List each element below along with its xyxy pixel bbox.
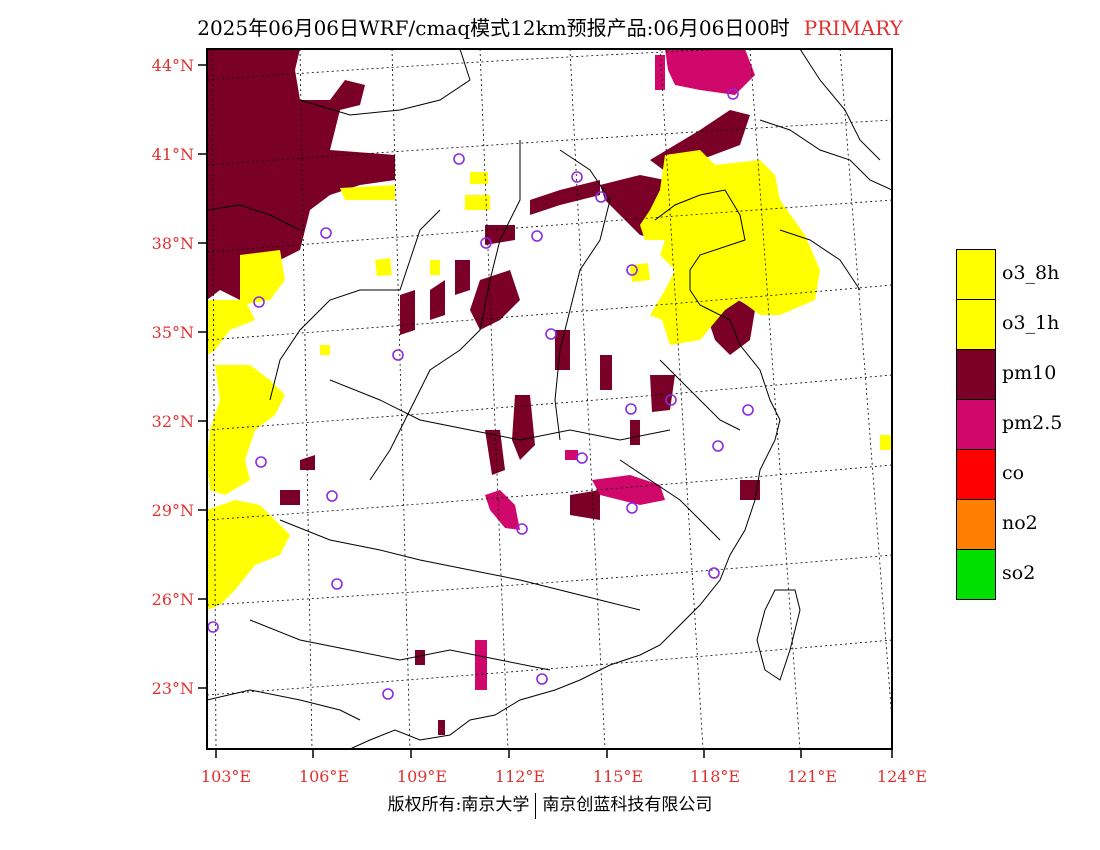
lat-label-26: 26°N: [152, 590, 194, 609]
footer-separator: [535, 792, 537, 819]
legend-label: pm10: [1002, 362, 1057, 384]
o3-regions: [207, 150, 892, 610]
pm25-regions: [230, 49, 755, 690]
lon-label-115: 115°E: [593, 767, 643, 786]
pm10-area-northwest: [207, 49, 395, 300]
footer-left: 版权所有:南京大学: [387, 795, 530, 815]
legend-item-pm10: pm10: [956, 349, 1096, 400]
legend-swatch: [956, 249, 996, 300]
lon-label-103: 103°E: [201, 767, 251, 786]
province-lines-10: [779, 229, 861, 291]
legend-label: o3_1h: [1002, 312, 1060, 334]
province-lines-13: [619, 459, 721, 541]
lat-label-23: 23°N: [152, 679, 194, 698]
province-lines-5: [329, 379, 671, 441]
lat-label-44: 44°N: [152, 56, 194, 75]
o3-area-ningxia-gansu: [240, 250, 285, 305]
lat-label-32: 32°N: [152, 412, 194, 431]
plot-frame: [206, 48, 893, 750]
province-lines-11: [207, 204, 301, 231]
legend-swatch: [956, 349, 996, 400]
legend-item-no2: no2: [956, 499, 1096, 550]
lon-axis: 103°E 106°E 109°E 112°E 115°E 118°E 121°…: [201, 749, 927, 786]
legend-item-pm25: pm2.5: [956, 399, 1096, 450]
station-markers: [207, 88, 754, 700]
province-lines-2: [269, 209, 441, 401]
pm25-area-inner-mongolia: [665, 49, 755, 95]
lon-label-112: 112°E: [495, 767, 545, 786]
legend-swatch: [956, 399, 996, 450]
province-lines-6: [279, 519, 641, 611]
o3-area-north-china-plain: [640, 150, 820, 345]
lat-label-38: 38°N: [152, 234, 194, 253]
boundaries: [207, 49, 892, 749]
legend-label: so2: [1002, 562, 1036, 584]
legend-label: co: [1002, 462, 1025, 484]
legend-label: o3_8h: [1002, 262, 1060, 284]
o3-area-sichuan-west: [207, 300, 255, 355]
province-lines-12: [659, 359, 741, 431]
province-lines-3: [369, 140, 521, 481]
pm25-area-hubei: [592, 475, 665, 505]
legend-item-o3-8h: o3_8h: [956, 249, 1096, 300]
title-tag: PRIMARY: [803, 16, 903, 40]
province-lines-9: [799, 49, 881, 161]
lon-label-124: 124°E: [877, 767, 927, 786]
o3-area-yunnan-west: [207, 500, 290, 610]
province-lines-8: [759, 119, 892, 191]
province-lines-7: [249, 619, 551, 671]
province-lines-4: [554, 149, 611, 441]
lat-label-35: 35°N: [152, 323, 194, 342]
o3-area-tibet-east: [207, 365, 285, 495]
lat-label-29: 29°N: [152, 501, 194, 520]
footer-right: 南京创蓝科技有限公司: [542, 795, 713, 815]
coastline: [349, 189, 781, 749]
province-lines-1: [299, 49, 471, 116]
title-main: 2025年06月06日WRF/cmaq模式12km预报产品:06月06日00时: [197, 16, 790, 40]
graticule: [207, 49, 892, 749]
pm10-regions: [207, 49, 760, 735]
map-title: 2025年06月06日WRF/cmaq模式12km预报产品:06月06日00时 P…: [0, 12, 1100, 41]
legend-label: pm2.5: [1002, 412, 1063, 434]
legend-item-so2: so2: [956, 549, 1096, 600]
lat-axis: 44°N 41°N 38°N 35°N 32°N 29°N 26°N 23°N: [152, 56, 207, 698]
legend-item-o3-1h: o3_1h: [956, 299, 1096, 350]
lon-label-109: 109°E: [397, 767, 447, 786]
lon-label-106: 106°E: [299, 767, 349, 786]
copyright-footer: 版权所有:南京大学 南京创蓝科技有限公司: [0, 790, 1100, 819]
legend-item-co: co: [956, 449, 1096, 500]
legend: o3_8h o3_1h pm10 pm2.5 co no2 so2: [956, 249, 1096, 600]
taiwan-outline: [756, 589, 801, 681]
legend-swatch: [956, 499, 996, 550]
pm25-area-hunan: [485, 490, 520, 530]
legend-label: no2: [1002, 512, 1038, 534]
legend-swatch: [956, 299, 996, 350]
lon-label-121: 121°E: [787, 767, 837, 786]
legend-swatch: [956, 449, 996, 500]
lon-label-118: 118°E: [690, 767, 740, 786]
province-lines-14: [207, 689, 361, 721]
lat-label-41: 41°N: [152, 145, 194, 164]
legend-swatch: [956, 549, 996, 600]
